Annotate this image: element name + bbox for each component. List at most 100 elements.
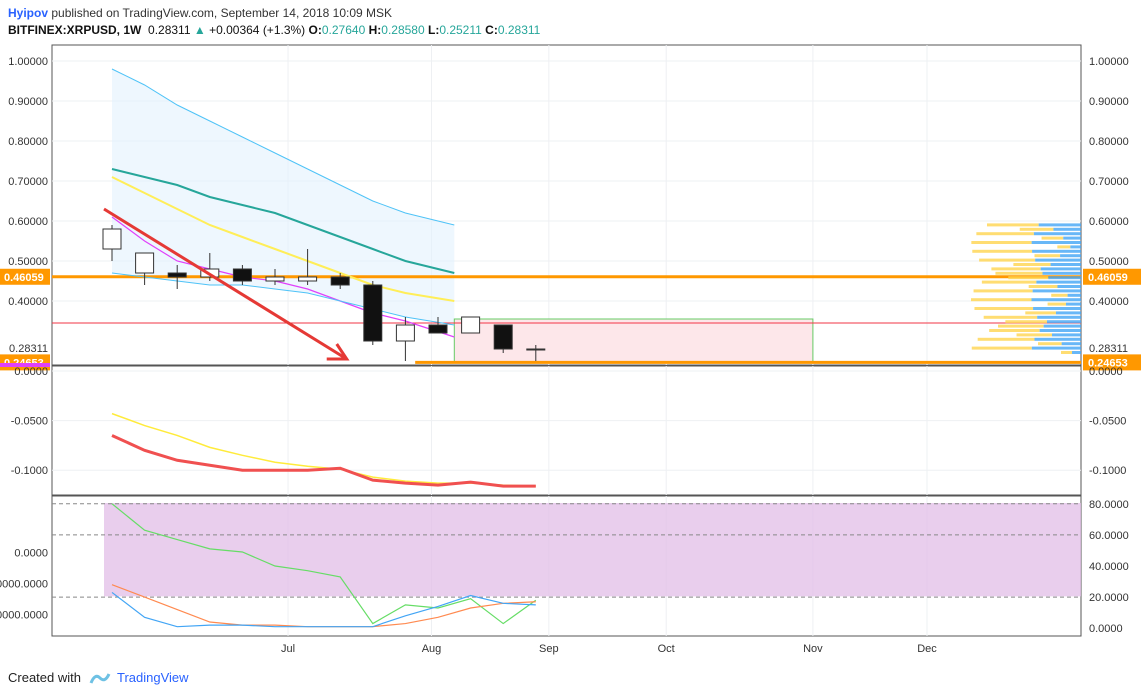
volume-profile-bar bbox=[983, 315, 1038, 319]
x-tick-label: Dec bbox=[917, 643, 937, 655]
volume-profile-bar bbox=[1057, 245, 1071, 249]
band-cloud bbox=[112, 69, 455, 325]
x-tick-label: Sep bbox=[539, 643, 559, 655]
volume-profile-bar bbox=[1031, 298, 1081, 302]
volume-profile-bar bbox=[1061, 342, 1081, 346]
volume-profile-bar bbox=[1013, 263, 1051, 266]
y-tick-label-right: 0.60000 bbox=[1089, 216, 1129, 228]
footer: Created with TradingView bbox=[8, 670, 189, 685]
volume-profile-bar bbox=[1005, 320, 1047, 324]
pane-marker bbox=[0, 363, 50, 367]
ind-y-tick-right: 0.0000 bbox=[1089, 623, 1123, 635]
level-tag-left bbox=[0, 268, 50, 285]
high-label: H: bbox=[368, 23, 382, 37]
brand-label: TradingView bbox=[116, 670, 189, 685]
volume-profile-bar bbox=[1072, 351, 1081, 354]
y-tick-label-right: 0.70000 bbox=[1089, 176, 1129, 188]
ind-y-tick-right: 40.0000 bbox=[1089, 561, 1129, 573]
osc-series-line bbox=[111, 434, 536, 488]
volume-profile-bar bbox=[998, 324, 1044, 328]
candle-body bbox=[428, 324, 448, 334]
volume-profile-bar bbox=[1051, 333, 1081, 337]
volume-profile-bar bbox=[972, 249, 1033, 253]
volume-profile-bar bbox=[989, 329, 1040, 332]
volume-profile-bar bbox=[974, 307, 1034, 310]
close-label: C: bbox=[485, 23, 498, 37]
y-tick-label-left: 0.80000 bbox=[8, 136, 48, 148]
level-tag-right-label: 0.24653 bbox=[1088, 357, 1128, 369]
osc-y-tick-left: -0.1000 bbox=[11, 465, 48, 477]
level-tag-right-label: 0.46059 bbox=[1088, 272, 1128, 284]
range-box bbox=[453, 318, 814, 363]
ind-y-tick-left: 0.0000 bbox=[14, 547, 48, 559]
volume-profile-bar bbox=[971, 346, 1032, 350]
volume-profile-bar bbox=[979, 258, 1036, 262]
symbol-label: BITFINEX:XRPUSD, 1W bbox=[8, 23, 142, 37]
y-tick-label-left: 0.90000 bbox=[8, 96, 48, 108]
y-tick-label-left: 0.40000 bbox=[8, 296, 48, 308]
volume-profile-bar bbox=[1061, 351, 1072, 354]
author-name[interactable]: Hyipov bbox=[8, 6, 49, 20]
volume-profile-bar bbox=[1048, 276, 1081, 280]
candle-body bbox=[395, 324, 415, 342]
volume-profile-bar bbox=[1051, 293, 1068, 297]
ma-teal-line bbox=[111, 168, 455, 274]
chart-canvas[interactable]: Jul Aug Sep Oct Nov Dec 1.00000 1.00000 0.90000 0… bbox=[0, 40, 1141, 662]
volume-profile-bar bbox=[1041, 236, 1064, 240]
volume-profile-bar bbox=[981, 280, 1037, 284]
last-price-right: 0.28311 bbox=[1089, 343, 1128, 355]
volume-profile-bar bbox=[977, 337, 1035, 341]
volume-profile-bar bbox=[1033, 232, 1081, 236]
y-tick-label-right: 0.80000 bbox=[1089, 136, 1129, 148]
volume-profile-bar bbox=[986, 223, 1039, 227]
volume-profile-bar bbox=[1008, 276, 1049, 280]
y-tick-label-right: 0.90000 bbox=[1089, 96, 1129, 108]
ma-blue-line bbox=[111, 272, 455, 326]
trend-arrow-head bbox=[326, 343, 350, 361]
volume-profile-bar bbox=[1016, 333, 1052, 337]
volume-profile-bar bbox=[1028, 285, 1058, 288]
y-tick-label-right: 1.00000 bbox=[1089, 56, 1129, 68]
volume-profile-bar bbox=[1053, 227, 1081, 231]
volume-profile-bar bbox=[1036, 280, 1081, 284]
indicator-band bbox=[104, 503, 1081, 597]
x-tick-label: Nov bbox=[803, 643, 823, 655]
ma-yellow-line bbox=[111, 176, 455, 302]
y-tick-label-right: 0.50000 bbox=[1089, 256, 1129, 268]
y-tick-label-left: 0.70000 bbox=[8, 176, 48, 188]
ind-y-tick-right: 80.0000 bbox=[1089, 499, 1129, 511]
osc-y-tick-right: -0.1000 bbox=[1089, 465, 1126, 477]
y-tick-label-left: 1.00000 bbox=[8, 56, 48, 68]
candle-body bbox=[461, 316, 481, 334]
high-value: 0.28580 bbox=[381, 23, 425, 37]
ind-series-line bbox=[111, 591, 536, 628]
level-tag-right bbox=[1083, 354, 1141, 371]
price-change: +0.00364 (+1.3%) bbox=[209, 23, 306, 37]
low-value: 0.25211 bbox=[439, 23, 482, 37]
candle-body bbox=[135, 252, 155, 274]
volume-profile-bar bbox=[1038, 342, 1062, 346]
volume-profile-bar bbox=[1032, 289, 1081, 293]
publication-header: Hyipov published on TradingView.com, Sep… bbox=[8, 4, 392, 22]
volume-profile-bar bbox=[1063, 236, 1081, 240]
y-tick-label-left: 0.50000 bbox=[8, 256, 48, 268]
volume-profile-bar bbox=[1034, 337, 1081, 341]
open-value: 0.27640 bbox=[321, 23, 366, 37]
volume-profile-bar bbox=[973, 289, 1033, 293]
volume-profile-bar bbox=[1067, 293, 1081, 297]
volume-profile-bar bbox=[1035, 258, 1081, 262]
volume-profile-bar bbox=[1038, 223, 1081, 227]
candle-body bbox=[167, 272, 187, 278]
last-price: 0.28311 bbox=[148, 23, 191, 37]
volume-profile-bar bbox=[1060, 254, 1081, 258]
osc-y-tick-right: 0.0000 bbox=[1089, 366, 1123, 378]
candle-body bbox=[363, 284, 383, 342]
volume-profile-bar bbox=[1019, 227, 1054, 231]
close-value: 0.28311 bbox=[497, 23, 541, 37]
candle-body bbox=[526, 348, 546, 351]
tradingview-brand[interactable]: TradingView bbox=[89, 670, 189, 685]
x-tick-label: Jul bbox=[281, 643, 295, 655]
volume-profile-bar bbox=[991, 267, 1041, 271]
x-tick-label: Aug bbox=[422, 643, 442, 655]
volume-profile-bar bbox=[1032, 249, 1081, 253]
